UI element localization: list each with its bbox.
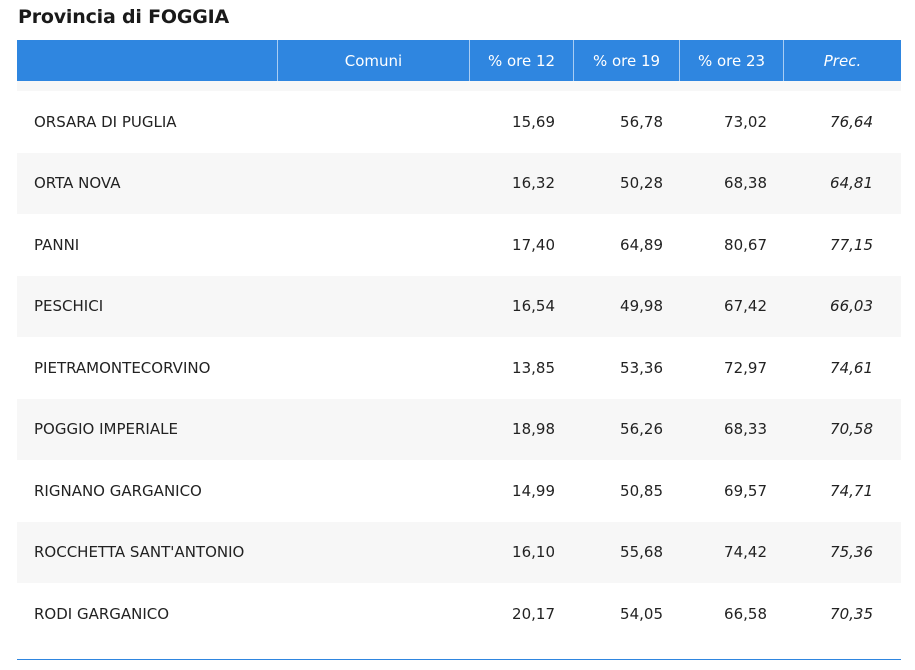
table-header: Comuni % ore 12 % ore 19 % ore 23 Prec. bbox=[17, 40, 901, 81]
prec-cell: 66,03 bbox=[830, 297, 873, 316]
ore19-cell: 49,98 bbox=[620, 297, 663, 316]
prec-cell: 77,15 bbox=[830, 235, 873, 254]
ore12-cell: 16,54 bbox=[512, 297, 555, 316]
comune-cell: POGGIO IMPERIALE bbox=[34, 420, 178, 439]
table-row: RODI GARGANICO 20,17 54,05 66,58 70,35 bbox=[17, 583, 901, 645]
comune-cell: RODI GARGANICO bbox=[34, 604, 170, 623]
table-row: RIGNANO GARGANICO 14,99 50,85 69,57 74,71 bbox=[17, 460, 901, 522]
prec-cell: 76,64 bbox=[830, 112, 873, 131]
comune-cell: PESCHICI bbox=[34, 297, 104, 316]
header-blank bbox=[17, 40, 277, 81]
prec-cell: 74,61 bbox=[830, 358, 873, 377]
table-row: PESCHICI 16,54 49,98 67,42 66,03 bbox=[17, 275, 901, 337]
comune-cell: ROCCHETTA SANT'ANTONIO bbox=[34, 543, 245, 562]
ore12-cell: 16,32 bbox=[512, 174, 555, 193]
ore12-cell: 14,99 bbox=[512, 481, 555, 500]
ore19-cell: 56,26 bbox=[620, 420, 663, 439]
prec-cell: 75,36 bbox=[830, 543, 873, 562]
ore23-cell: 80,67 bbox=[724, 235, 767, 254]
header-prec[interactable]: Prec. bbox=[783, 40, 901, 81]
ore23-cell: 74,42 bbox=[724, 543, 767, 562]
prec-cell: 74,71 bbox=[830, 481, 873, 500]
ore23-cell: 68,33 bbox=[724, 420, 767, 439]
header-comuni[interactable]: Comuni bbox=[277, 40, 469, 81]
ore23-cell: 68,38 bbox=[724, 174, 767, 193]
ore19-cell: 50,28 bbox=[620, 174, 663, 193]
ore12-cell: 15,69 bbox=[512, 112, 555, 131]
table-row: PIETRAMONTECORVINO 13,85 53,36 72,97 74,61 bbox=[17, 337, 901, 399]
prec-cell: 64,81 bbox=[830, 174, 873, 193]
ore23-cell: 69,57 bbox=[724, 481, 767, 500]
ore23-cell: 72,97 bbox=[724, 358, 767, 377]
ore23-cell: 67,42 bbox=[724, 297, 767, 316]
ore23-cell: 73,02 bbox=[724, 112, 767, 131]
ore12-cell: 18,98 bbox=[512, 420, 555, 439]
results-table: Comuni % ore 12 % ore 19 % ore 23 Prec. … bbox=[17, 40, 901, 660]
header-ore-12[interactable]: % ore 12 bbox=[469, 40, 573, 81]
header-ore-19[interactable]: % ore 19 bbox=[573, 40, 679, 81]
ore23-cell: 66,58 bbox=[724, 604, 767, 623]
ore19-cell: 50,85 bbox=[620, 481, 663, 500]
ore19-cell: 55,68 bbox=[620, 543, 663, 562]
table-row: PANNI 17,40 64,89 80,67 77,15 bbox=[17, 214, 901, 276]
table-row: ORTA NOVA 16,32 50,28 68,38 64,81 bbox=[17, 152, 901, 214]
table-row: ORSARA DI PUGLIA 15,69 56,78 73,02 76,64 bbox=[17, 91, 901, 153]
header-ore-23[interactable]: % ore 23 bbox=[679, 40, 783, 81]
ore19-cell: 53,36 bbox=[620, 358, 663, 377]
ore12-cell: 16,10 bbox=[512, 543, 555, 562]
ore19-cell: 56,78 bbox=[620, 112, 663, 131]
ore12-cell: 17,40 bbox=[512, 235, 555, 254]
ore12-cell: 20,17 bbox=[512, 604, 555, 623]
table-row: POGGIO IMPERIALE 18,98 56,26 68,33 70,58 bbox=[17, 398, 901, 460]
comune-cell: ORTA NOVA bbox=[34, 174, 121, 193]
header-gap bbox=[17, 81, 901, 91]
ore19-cell: 54,05 bbox=[620, 604, 663, 623]
prec-cell: 70,35 bbox=[830, 604, 873, 623]
ore12-cell: 13,85 bbox=[512, 358, 555, 377]
table-row: ROCCHETTA SANT'ANTONIO 16,10 55,68 74,42 75,… bbox=[17, 521, 901, 583]
comune-cell: ORSARA DI PUGLIA bbox=[34, 112, 177, 131]
ore19-cell: 64,89 bbox=[620, 235, 663, 254]
comune-cell: PIETRAMONTECORVINO bbox=[34, 358, 211, 377]
prec-cell: 70,58 bbox=[830, 420, 873, 439]
table-body: ORSARA DI PUGLIA 15,69 56,78 73,02 76,64 ORTA… bbox=[17, 91, 901, 645]
page-title: Provincia di FOGGIA bbox=[18, 6, 230, 28]
comune-cell: PANNI bbox=[34, 235, 80, 254]
comune-cell: RIGNANO GARGANICO bbox=[34, 481, 202, 500]
table-bottom-divider bbox=[17, 658, 901, 660]
